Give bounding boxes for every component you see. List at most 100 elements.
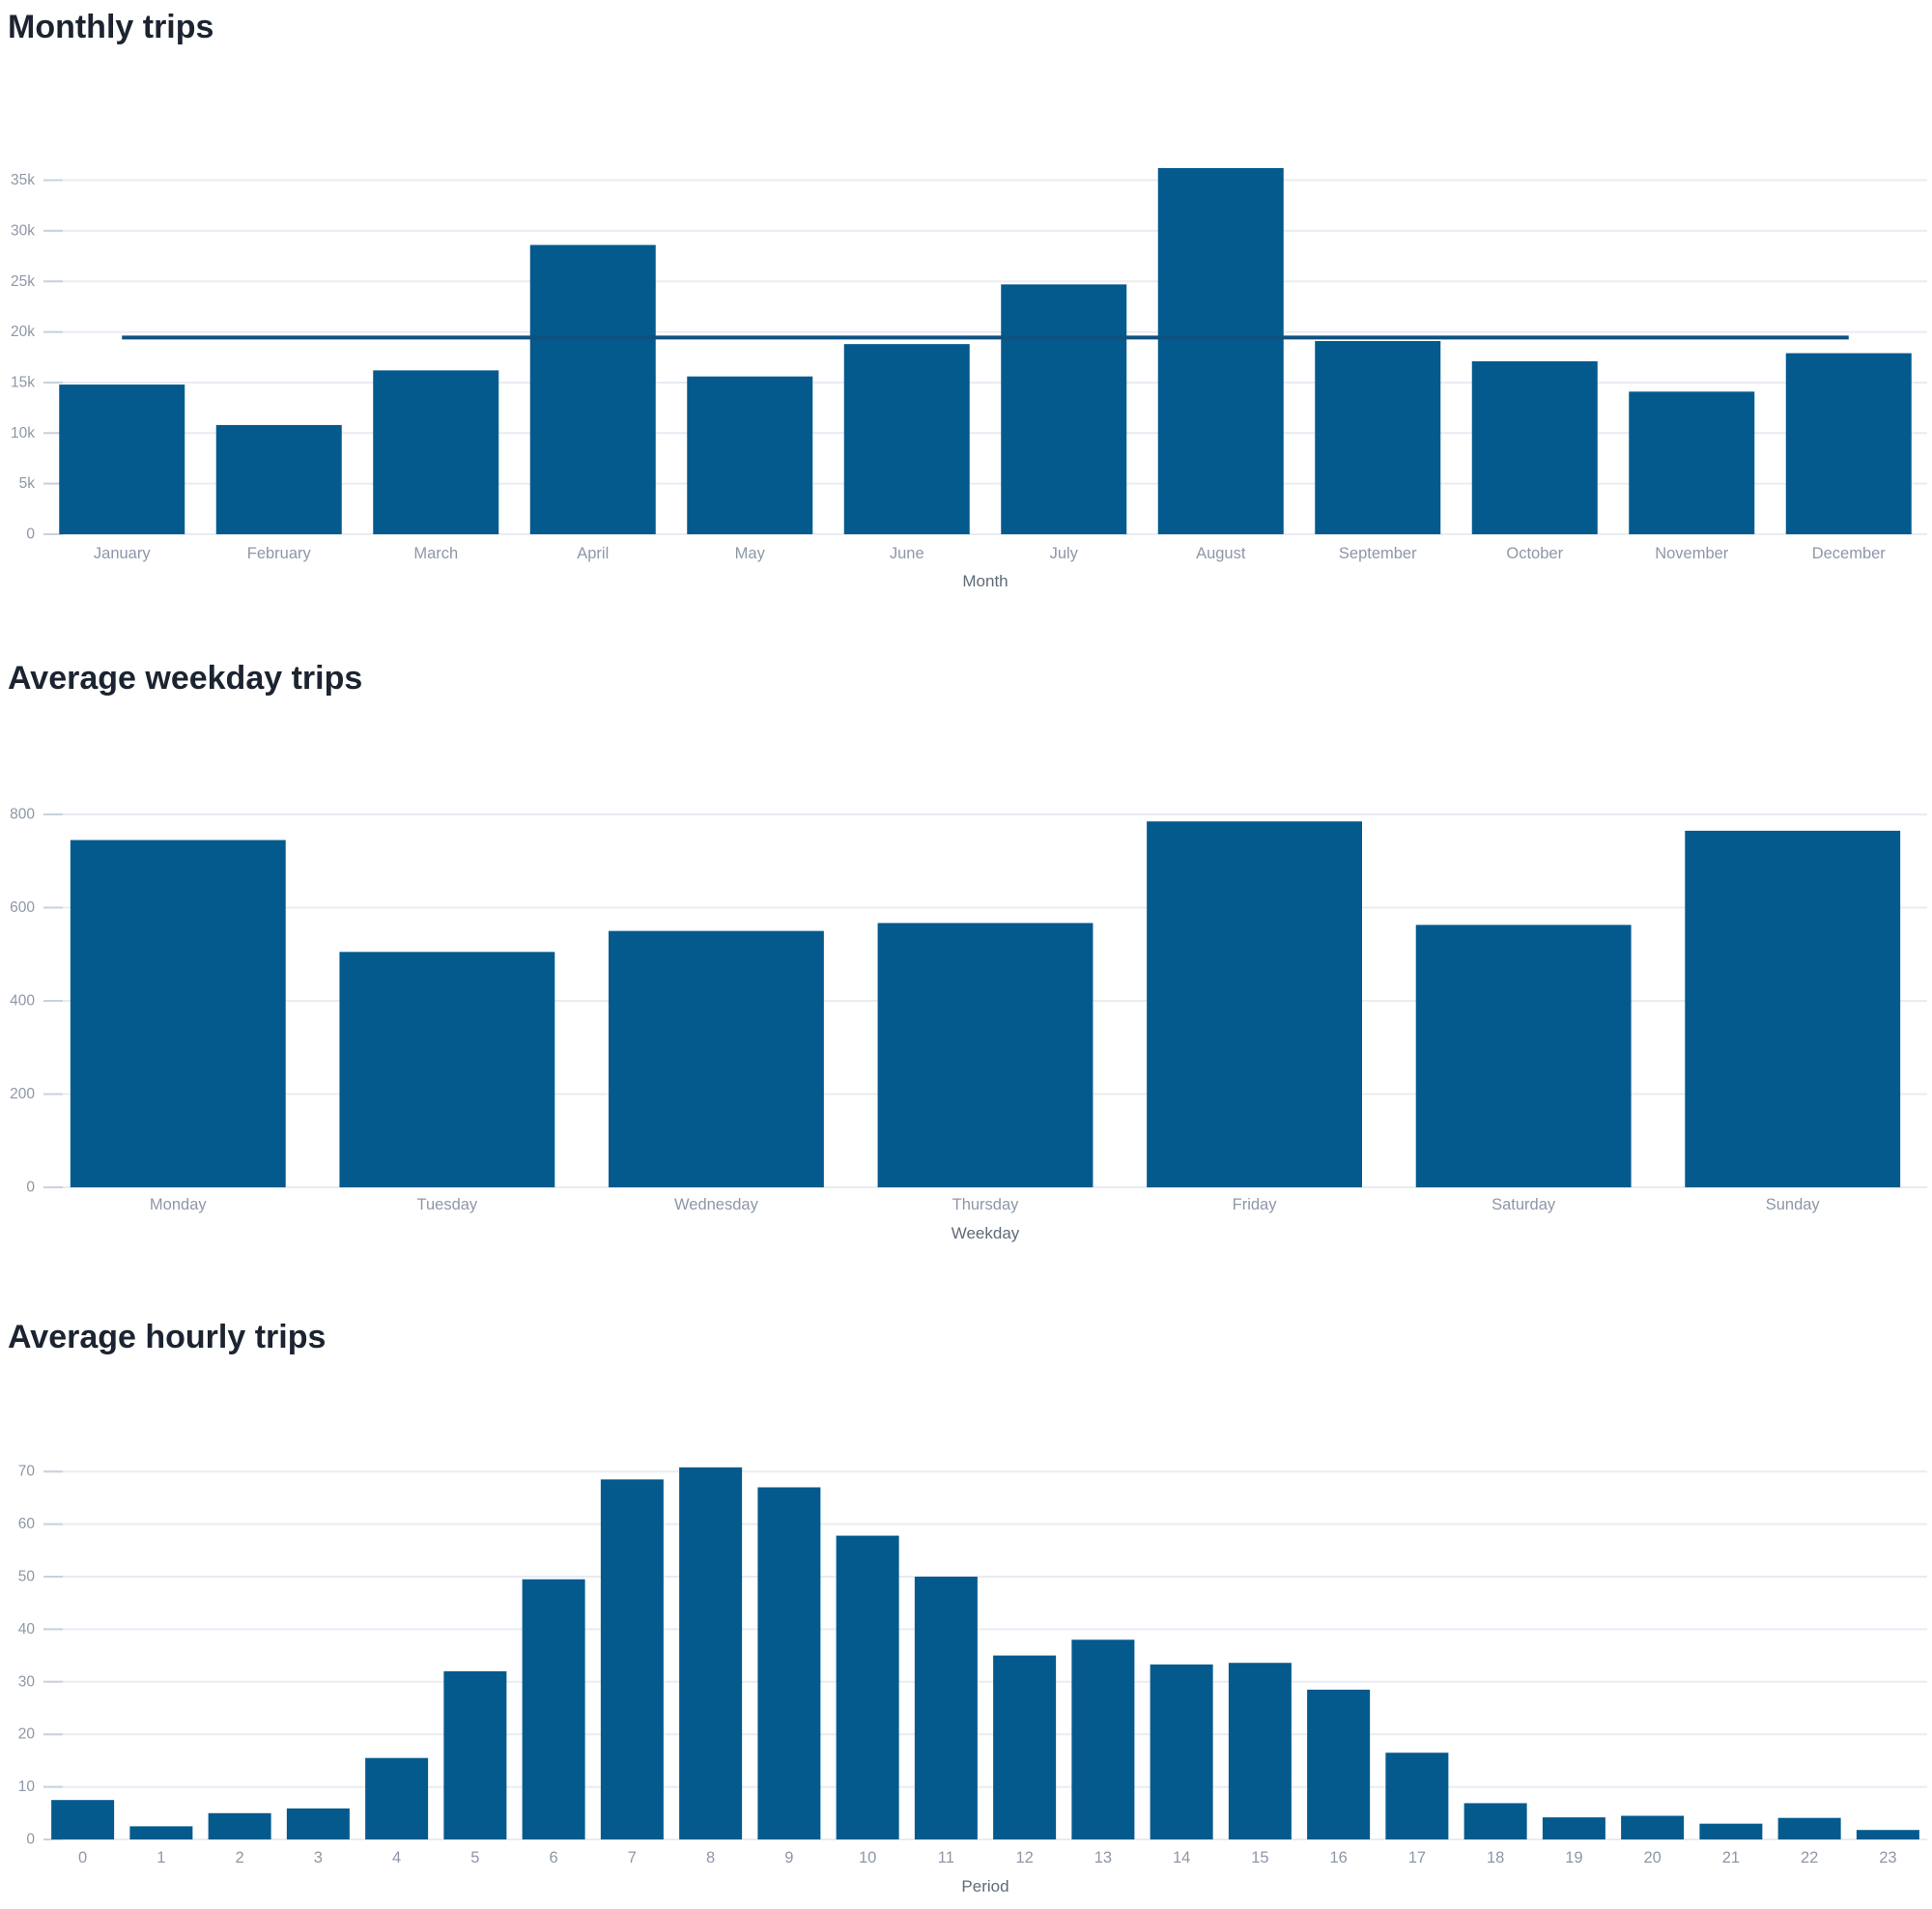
- y-tick-label: 0: [26, 1180, 35, 1196]
- bar-September: [1315, 341, 1441, 534]
- x-tick-label: Thursday: [952, 1196, 1020, 1213]
- x-tick-label: Sunday: [1766, 1196, 1821, 1213]
- y-tick-label: 200: [10, 1086, 35, 1102]
- x-tick-label: Friday: [1233, 1196, 1278, 1213]
- y-tick-label: 50: [18, 1569, 36, 1585]
- x-tick-label: 10: [859, 1849, 876, 1866]
- x-tick-label: 22: [1801, 1849, 1818, 1866]
- y-tick-label: 0: [26, 527, 35, 543]
- average-weekday-trips-section: Average weekday trips 0 200 400 600 800 Monda…: [0, 657, 1932, 1256]
- bar-10: [836, 1535, 899, 1839]
- bar-22: [1777, 1817, 1841, 1839]
- y-tick-label: 10k: [11, 425, 35, 442]
- y-tick-label: 40: [18, 1621, 36, 1638]
- y-tick-label: 35k: [11, 172, 35, 188]
- y-tick-label: 400: [10, 993, 35, 1010]
- bar-7: [600, 1479, 664, 1839]
- x-tick-label: Saturday: [1492, 1196, 1556, 1213]
- x-tick-label: 18: [1487, 1849, 1504, 1866]
- x-tick-label: 4: [392, 1849, 401, 1866]
- y-tick-label: 0: [26, 1832, 35, 1848]
- bar-2: [208, 1812, 271, 1839]
- x-tick-label: 7: [628, 1849, 637, 1866]
- bar-Saturday: [1415, 925, 1632, 1187]
- x-tick-label: 15: [1251, 1849, 1268, 1866]
- x-tick-label: January: [94, 545, 151, 562]
- bar-March: [373, 370, 499, 534]
- bar-5: [443, 1670, 507, 1839]
- x-tick-label: 6: [550, 1849, 558, 1866]
- bar-15: [1228, 1663, 1292, 1839]
- x-tick-label: 3: [314, 1849, 323, 1866]
- chart-title-monthly-trips: Monthly trips: [8, 9, 214, 45]
- x-tick-label: 1: [156, 1849, 165, 1866]
- x-axis-title: Month: [962, 572, 1008, 590]
- y-tick-label: 5k: [19, 475, 36, 492]
- x-tick-label: 21: [1722, 1849, 1740, 1866]
- bar-November: [1629, 391, 1755, 534]
- x-tick-label: Monday: [150, 1196, 207, 1213]
- x-tick-label: 8: [706, 1849, 715, 1866]
- bar-Sunday: [1685, 830, 1901, 1187]
- x-tick-label: February: [247, 545, 312, 562]
- bar-July: [1001, 284, 1127, 534]
- y-tick-label: 30k: [11, 222, 35, 239]
- x-tick-label: September: [1339, 545, 1417, 562]
- monthly-trips-chart: 0 5k 10k 15k 20k 25k 30k 35k January February Marc…: [11, 167, 1927, 590]
- bar-Tuesday: [339, 952, 555, 1187]
- bar-Friday: [1147, 821, 1362, 1187]
- x-tick-label: 16: [1329, 1849, 1347, 1866]
- bar-December: [1785, 353, 1912, 534]
- x-tick-label: Wednesday: [674, 1196, 759, 1213]
- y-tick-label: 25k: [11, 273, 35, 290]
- bar-3: [286, 1808, 350, 1839]
- x-tick-label: 23: [1879, 1849, 1896, 1866]
- y-tick-label: 800: [10, 807, 35, 823]
- bar-23: [1856, 1830, 1919, 1839]
- average-weekday-trips-chart: 0 200 400 600 800 Monday Tuesday Wednesday Thurs…: [10, 807, 1927, 1242]
- x-tick-label: June: [890, 545, 924, 562]
- bar-February: [215, 424, 342, 534]
- bar-Monday: [70, 840, 286, 1187]
- bar-18: [1463, 1803, 1527, 1839]
- x-tick-label: July: [1050, 545, 1079, 562]
- x-tick-label: April: [577, 545, 609, 562]
- y-tick-label: 30: [18, 1673, 36, 1690]
- chart-title-average-weekday-trips: Average weekday trips: [8, 660, 363, 697]
- x-tick-label: 0: [78, 1849, 87, 1866]
- bar-16: [1307, 1689, 1371, 1839]
- bar-9: [757, 1487, 821, 1839]
- x-tick-label: October: [1506, 545, 1563, 562]
- y-tick-label: 70: [18, 1464, 36, 1480]
- y-tick-label: 15k: [11, 374, 35, 390]
- x-tick-label: 2: [236, 1849, 244, 1866]
- monthly-trips-section: Monthly trips 0 5k 10k 15k 20k 25k 30k 35k Janua…: [0, 6, 1932, 609]
- x-tick-label: 11: [938, 1849, 954, 1866]
- x-tick-label: 17: [1408, 1849, 1426, 1866]
- bar-August: [1157, 167, 1284, 534]
- bar-January: [59, 385, 185, 534]
- y-tick-label: 60: [18, 1516, 36, 1532]
- y-tick-label: 10: [18, 1779, 36, 1795]
- bar-4: [365, 1757, 429, 1839]
- average-hourly-trips-section: Average hourly trips 0 10 20 30 40 50 60 70 0 1 2 3…: [0, 1316, 1932, 1903]
- x-tick-label: 13: [1094, 1849, 1112, 1866]
- x-tick-label: August: [1196, 545, 1246, 562]
- x-tick-label: March: [413, 545, 458, 562]
- bar-12: [993, 1655, 1057, 1839]
- y-tick-label: 20k: [11, 324, 35, 340]
- x-tick-label: 20: [1643, 1849, 1661, 1866]
- x-tick-label: November: [1655, 545, 1729, 562]
- bar-8: [679, 1467, 743, 1839]
- bar-19: [1542, 1817, 1605, 1839]
- x-tick-label: 5: [470, 1849, 479, 1866]
- bar-October: [1471, 360, 1598, 534]
- bar-11: [914, 1577, 978, 1839]
- x-tick-label: 19: [1565, 1849, 1582, 1866]
- x-tick-label: 14: [1173, 1849, 1190, 1866]
- x-tick-label: 9: [784, 1849, 793, 1866]
- x-tick-label: December: [1812, 545, 1887, 562]
- bar-May: [687, 376, 813, 534]
- x-tick-label: 12: [1015, 1849, 1033, 1866]
